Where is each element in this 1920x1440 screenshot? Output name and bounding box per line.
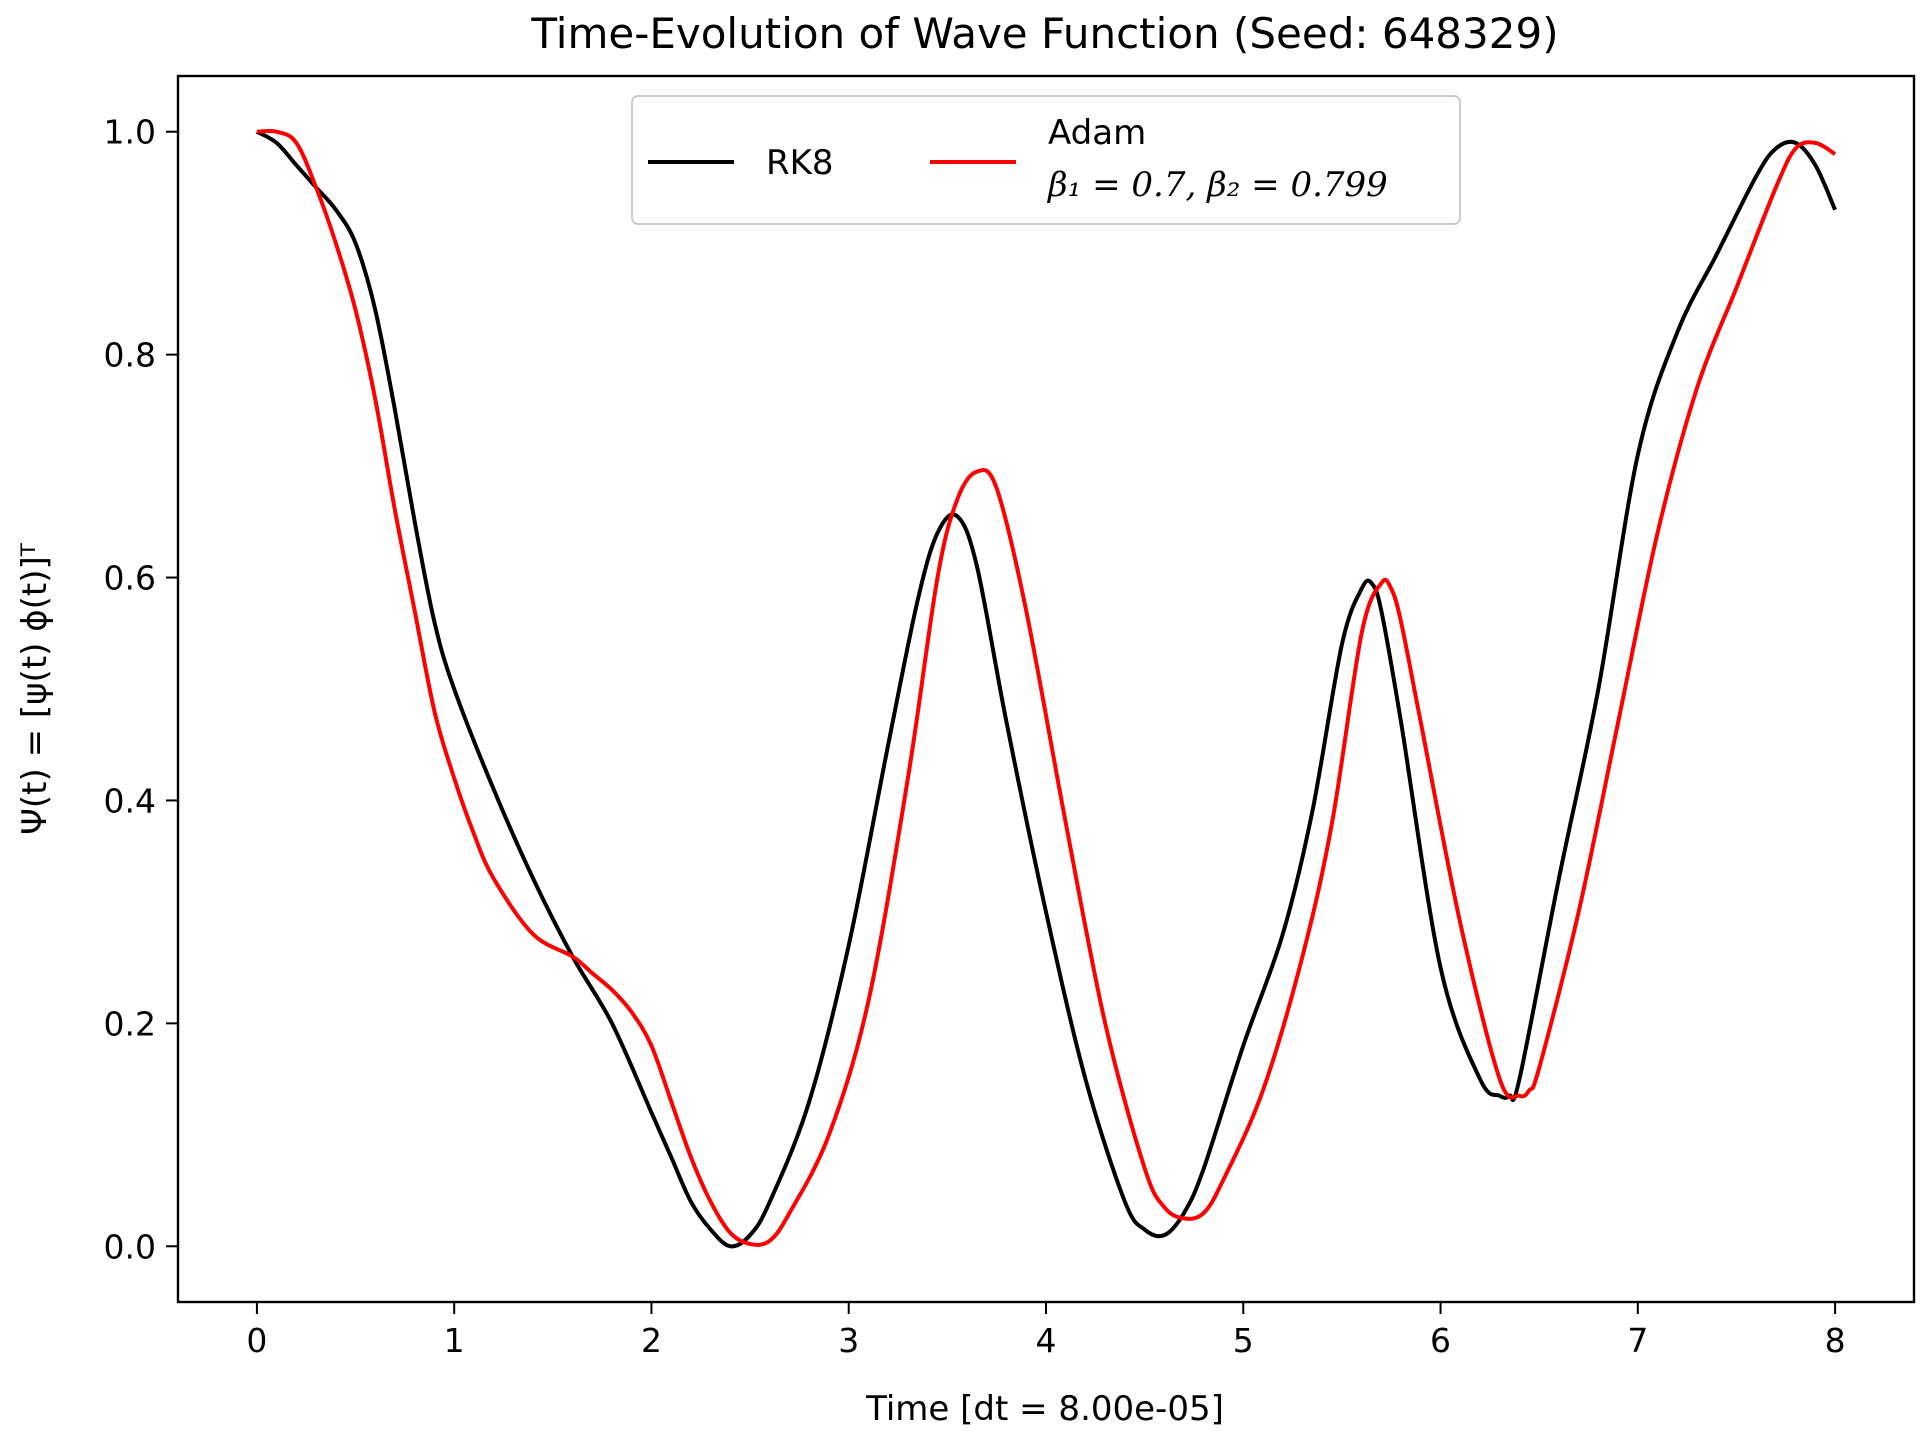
y-tick-label: 0.0 — [104, 1227, 156, 1266]
x-tick-label: 6 — [1430, 1321, 1451, 1360]
x-axis-ticks: 0 1 2 3 4 5 6 7 8 — [246, 1302, 1846, 1360]
x-tick-label: 4 — [1036, 1321, 1057, 1360]
x-tick-label: 7 — [1627, 1321, 1648, 1360]
y-tick-label: 0.6 — [104, 559, 156, 598]
y-tick-label: 0.8 — [104, 336, 156, 375]
x-tick-label: 0 — [246, 1321, 267, 1360]
series-line-rk8 — [255, 129, 1837, 1249]
y-tick-label: 0.2 — [104, 1004, 156, 1043]
chart-title: Time-Evolution of Wave Function (Seed: 6… — [530, 9, 1558, 58]
x-tick-label: 8 — [1825, 1321, 1846, 1360]
y-axis-label: Ψ(t) = [ψ(t) ϕ(t)]ᵀ — [15, 542, 55, 835]
x-tick-label: 3 — [838, 1321, 859, 1360]
legend: RK8 Adam β₁ = 0.7, β₂ = 0.799 — [631, 95, 1461, 225]
x-tick-label: 1 — [444, 1321, 465, 1360]
series-layer — [255, 128, 1837, 1249]
x-axis-label: Time [dt = 8.00e-05] — [865, 1389, 1224, 1429]
legend-sublabel-adam: β₁ = 0.7, β₂ = 0.799 — [1046, 165, 1388, 205]
y-tick-label: 1.0 — [104, 113, 156, 152]
x-tick-label: 2 — [641, 1321, 662, 1360]
x-tick-label: 5 — [1233, 1321, 1254, 1360]
legend-box — [631, 95, 1461, 225]
series-line-adam — [256, 128, 1837, 1247]
legend-label-adam: Adam — [1048, 113, 1146, 153]
y-axis-ticks: 0.0 0.2 0.4 0.6 0.8 1.0 — [104, 113, 178, 1266]
legend-label-rk8: RK8 — [766, 143, 834, 183]
y-tick-label: 0.4 — [104, 781, 156, 820]
